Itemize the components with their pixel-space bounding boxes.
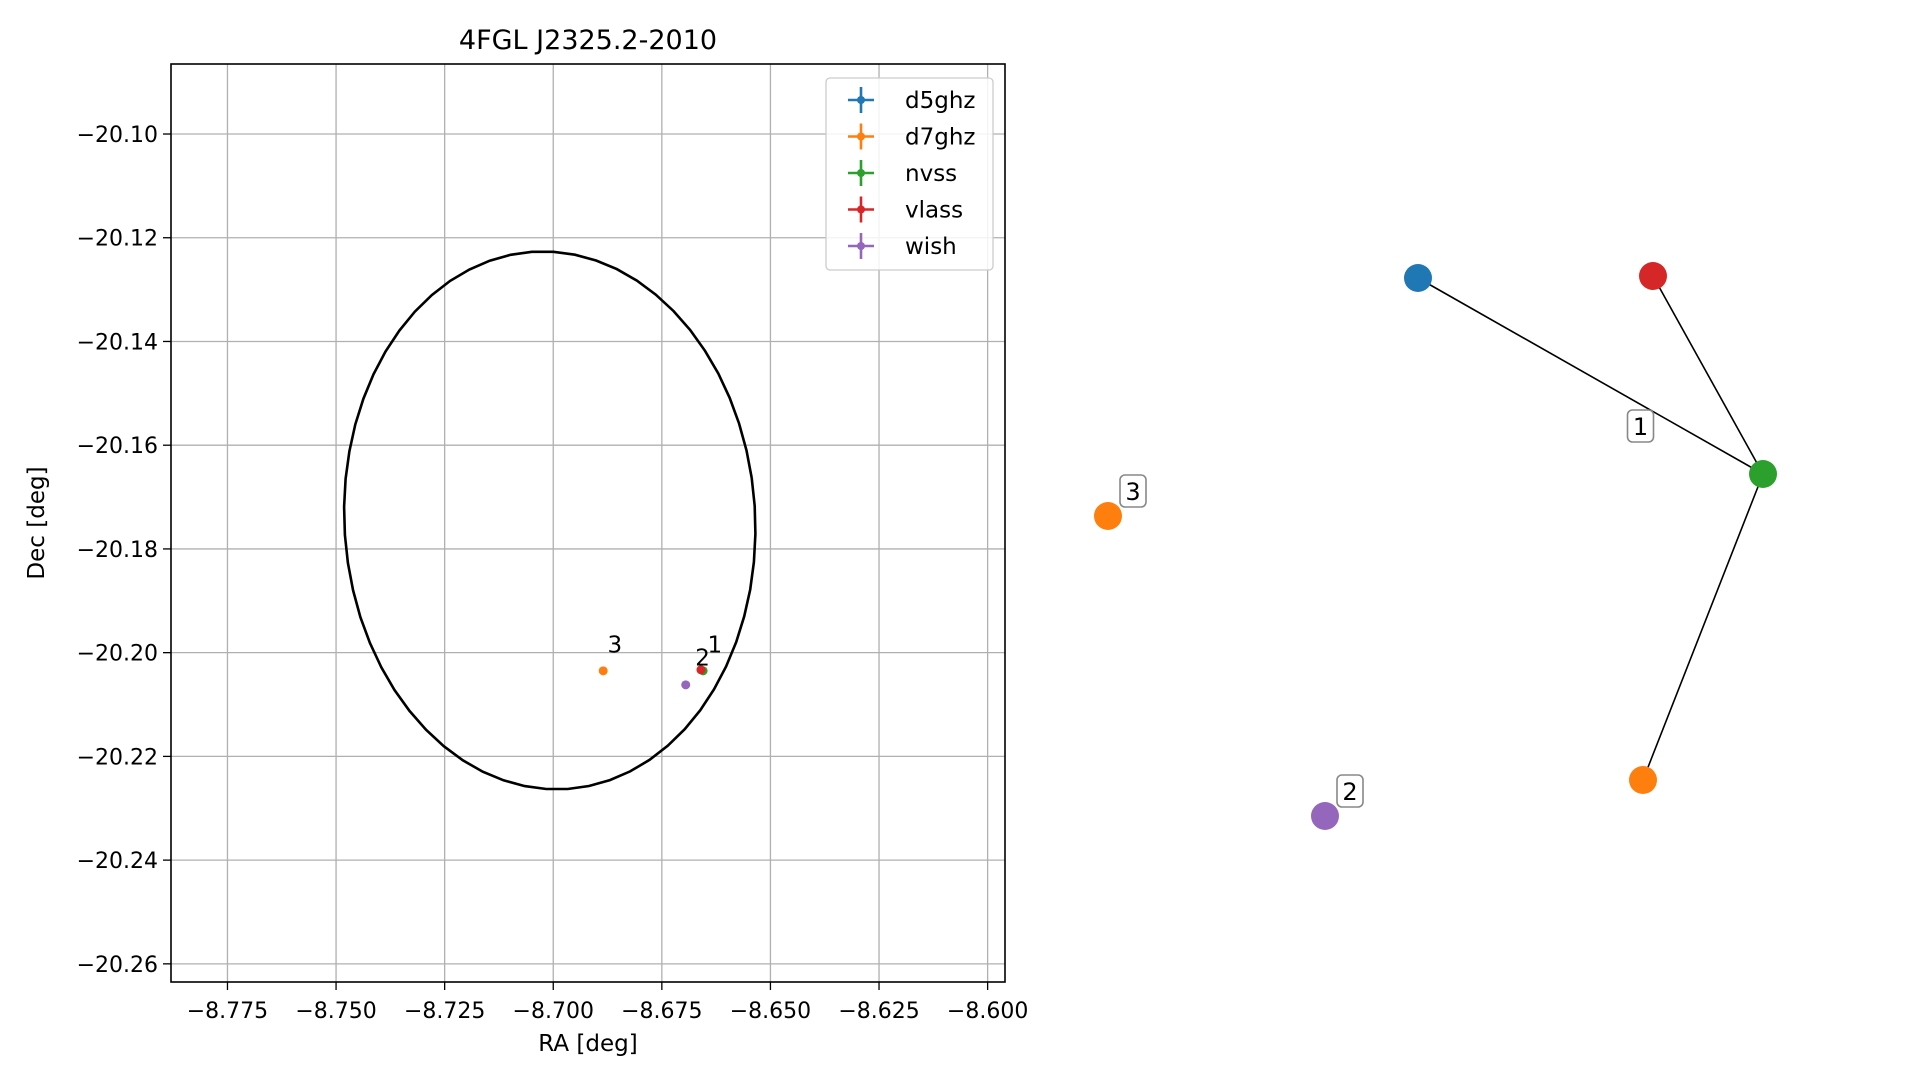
x-tick-label: −8.725 [404, 999, 485, 1024]
legend-label-d5ghz: d5ghz [905, 88, 975, 114]
y-tick-label: −20.14 [77, 330, 158, 355]
legend-label-vlass: vlass [905, 198, 963, 224]
label-box [1336, 774, 1364, 808]
node-orange-bottom [1629, 766, 1657, 794]
legend-label-wish: wish [905, 234, 957, 260]
plot-frame [170, 63, 1006, 983]
legend-marker-dot [857, 205, 865, 214]
legend-marker-dot [857, 169, 865, 177]
y-tick-label: −20.22 [77, 745, 158, 770]
y-tick-label: −20.16 [77, 434, 158, 459]
legend-label-d7ghz: d7ghz [905, 125, 975, 151]
point-annotations: 3 21 [608, 633, 723, 672]
y-axis-label: Dec [deg] [24, 466, 50, 579]
legend-box [825, 77, 994, 271]
y-tick-label: −20.24 [77, 849, 158, 874]
node-orange-left [1094, 502, 1122, 530]
point-annotation: 3 [608, 633, 623, 659]
label-text: 3 [1125, 478, 1140, 506]
point-annotation: 2 [695, 646, 710, 672]
y-tick-label: −20.26 [77, 953, 158, 978]
ellipse-outline [342, 250, 757, 791]
x-tick-label: −8.750 [295, 999, 376, 1024]
label-text: 2 [1342, 778, 1357, 806]
x-tick-label: −8.775 [187, 999, 268, 1024]
x-axis-ticks: −8.775 −8.750 −8.725 −8.700 −8.675 −8.650 −8.6… [187, 982, 1028, 1024]
node-label-orange-left: 3 [1119, 474, 1147, 508]
y-tick-label: −20.20 [77, 642, 158, 667]
x-tick-label: −8.600 [947, 999, 1028, 1024]
edge-blue-green [1417, 277, 1764, 475]
edge-label: 1 [1626, 409, 1655, 443]
node-red [1639, 262, 1667, 290]
x-tick-label: −8.675 [621, 999, 702, 1024]
point-wish [681, 680, 691, 690]
x-tick-label: −8.625 [838, 999, 919, 1024]
y-tick-label: −20.12 [77, 227, 158, 252]
point-vlass [696, 665, 706, 675]
grid [171, 64, 1005, 982]
y-tick-label: −20.10 [77, 123, 158, 148]
x-axis-label: RA [deg] [538, 1031, 637, 1057]
localization-ellipse [342, 250, 757, 791]
point-annotation: 1 [707, 633, 722, 659]
legend-marker-dot [857, 242, 865, 250]
legend: d5ghz d7ghz nvss vlass wish [825, 77, 994, 271]
legend-marker-dot [857, 132, 865, 141]
label-box [1119, 474, 1147, 508]
label-box [1626, 409, 1655, 443]
network-nodes [1094, 262, 1777, 830]
network-labels: 1 3 2 [1119, 409, 1655, 808]
network-edges [1417, 275, 1764, 781]
edge-red-green [1652, 275, 1764, 475]
node-blue [1404, 264, 1432, 292]
legend-marker-dot [857, 96, 865, 104]
data-points [598, 665, 708, 690]
x-tick-label: −8.650 [730, 999, 811, 1024]
edge-green-orange-bottom [1642, 473, 1764, 781]
y-axis-ticks: −20.10 −20.12 −20.14 −20.16 −20.18 −20.20 −20.… [77, 123, 171, 978]
legend-label-nvss: nvss [905, 161, 957, 187]
chart-title: 4FGL J2325.2-2010 [459, 25, 717, 56]
node-green [1749, 460, 1777, 488]
scatter-panel: 4FGL J2325.2-2010 3 21 −8.775 −8.750 −8.725… [24, 25, 1028, 1057]
x-tick-label: −8.700 [513, 999, 594, 1024]
label-text: 1 [1633, 413, 1648, 441]
node-purple [1311, 802, 1339, 830]
point-d7ghz [598, 666, 608, 676]
node-label-purple: 2 [1336, 774, 1364, 808]
y-tick-label: −20.18 [77, 538, 158, 563]
network-panel: 1 3 2 [1094, 262, 1777, 830]
